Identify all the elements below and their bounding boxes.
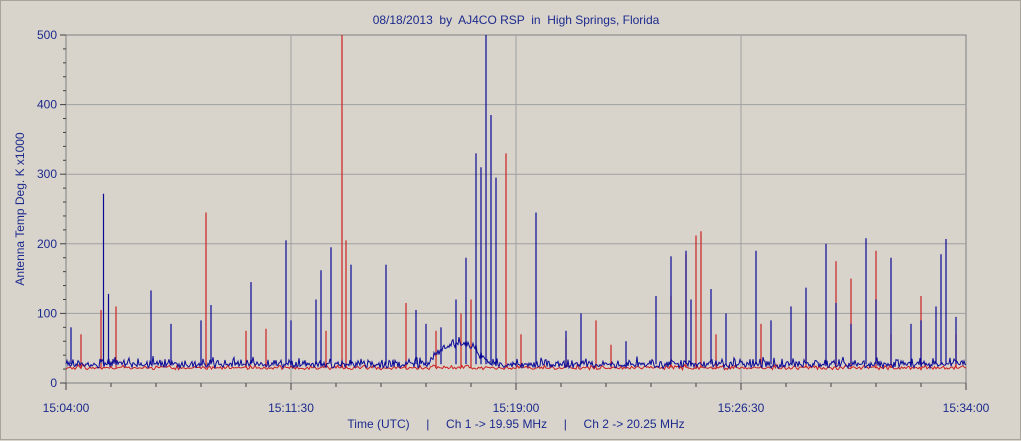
y-tick-label: 500	[37, 28, 57, 42]
y-axis-label: Antenna Temp Deg. K x1000	[13, 132, 27, 286]
y-tick-label: 0	[50, 376, 57, 390]
x-tick-label: 15:19:00	[493, 401, 540, 415]
x-tick-label: 15:26:30	[718, 401, 765, 415]
y-tick-label: 100	[37, 306, 57, 320]
series-1-baseline	[65, 362, 967, 372]
y-tick-label: 300	[37, 167, 57, 181]
x-tick-label: 15:11:30	[268, 401, 314, 415]
chart-title: 08/18/2013 by AJ4CO RSP in High Springs,…	[373, 13, 660, 27]
y-tick-label: 200	[37, 237, 57, 251]
axes-group: 0 100 200 300 400 500 15:04:00 15:11:30 15:19:00…	[37, 28, 990, 415]
x-tick-label: 15:34:00	[943, 401, 990, 415]
series-group	[65, 35, 967, 372]
series-2	[65, 35, 967, 370]
grid-lines	[66, 35, 966, 383]
x-axis-label: Time (UTC) | Ch 1 -> 19.95 MHz | Ch 2 ->…	[347, 417, 684, 431]
series-2-baseline	[65, 337, 967, 370]
y-tick-label: 400	[37, 98, 57, 112]
x-tick-label: 15:04:00	[43, 401, 90, 415]
